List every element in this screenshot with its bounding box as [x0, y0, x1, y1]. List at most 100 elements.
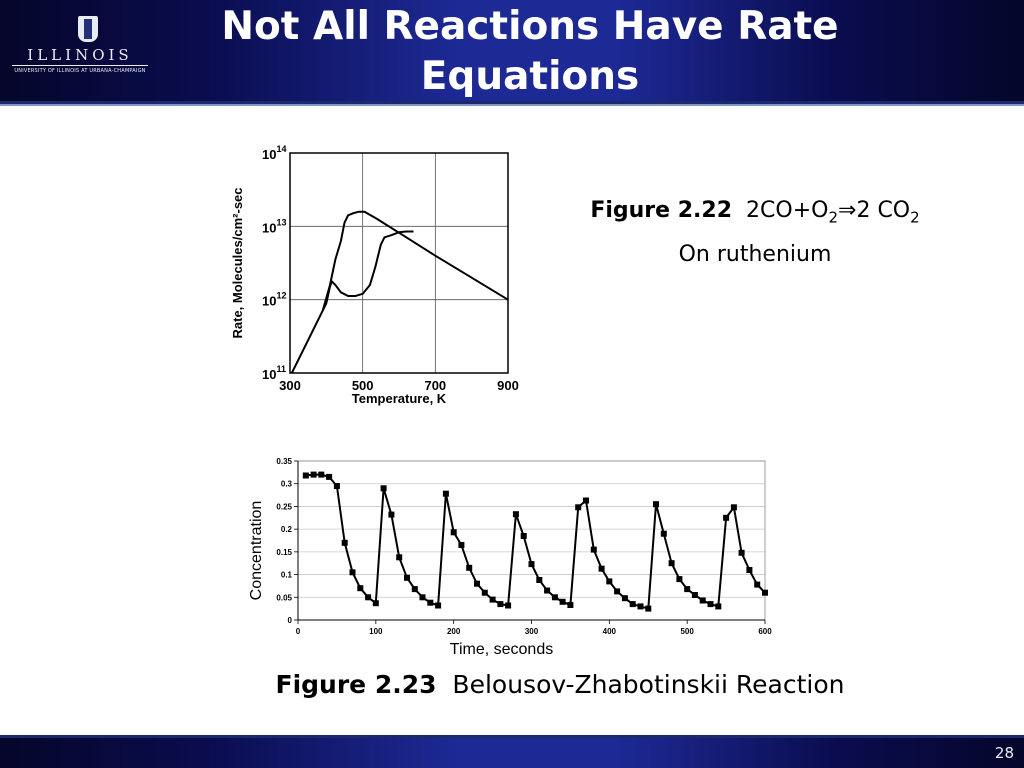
data-point-marker — [590, 546, 597, 553]
data-point-marker — [388, 511, 395, 518]
university-logo: ILLINOIS UNIVERSITY OF ILLINOIS AT URBAN… — [10, 16, 150, 76]
figure-2-22-label: Figure 2.22 — [590, 198, 733, 223]
y-tick-label: 1013 — [262, 217, 286, 235]
data-point-marker — [583, 497, 589, 504]
data-point-marker — [699, 597, 706, 604]
data-point-marker — [474, 580, 480, 587]
data-point-marker — [746, 567, 753, 573]
y-tick-label: 0.2 — [281, 525, 293, 534]
y-tick-label: 0.15 — [276, 548, 292, 557]
y-tick-label: 0.05 — [276, 593, 292, 602]
data-point-marker — [310, 471, 317, 478]
y-tick-exponent: 14 — [276, 145, 286, 154]
x-tick-label: 300 — [279, 378, 301, 393]
y-tick-base: 10 — [262, 147, 276, 162]
figure-2-22-caption: Figure 2.22 2CO+O2⇒2 CO2 On ruthenium — [540, 192, 970, 274]
series-line-2 — [321, 230, 414, 312]
data-point-marker — [505, 602, 512, 609]
x-tick-label: 600 — [758, 627, 772, 636]
data-point-marker — [520, 533, 527, 539]
data-point-marker — [512, 511, 519, 518]
y-tick-exponent: 12 — [276, 291, 286, 301]
data-point-marker — [730, 504, 737, 511]
data-point-marker — [551, 594, 558, 601]
x-tick-label: 300 — [525, 627, 539, 636]
x-tick-label: 700 — [424, 378, 446, 393]
data-point-marker — [458, 542, 465, 548]
data-point-marker — [754, 581, 761, 588]
data-point-marker — [598, 565, 605, 572]
data-point-marker — [629, 601, 636, 608]
data-point-marker — [427, 599, 434, 606]
data-point-marker — [318, 471, 325, 478]
x-axis-label: Temperature, K — [352, 391, 447, 406]
data-point-marker — [559, 598, 566, 605]
data-point-marker — [435, 602, 442, 609]
y-tick-label: 0.35 — [276, 457, 292, 466]
y-tick-exponent: 13 — [276, 217, 286, 227]
data-point-marker — [372, 600, 379, 607]
header-rule — [0, 101, 1024, 104]
logo-subtitle: UNIVERSITY OF ILLINOIS AT URBANA-CHAMPAI… — [14, 68, 146, 74]
data-point-marker — [481, 589, 488, 596]
data-point-marker — [411, 586, 418, 593]
data-point-marker — [357, 585, 364, 592]
data-point-marker — [762, 589, 768, 596]
y-tick-base: 10 — [262, 367, 276, 382]
y-axis-label: Concentration — [248, 501, 265, 601]
figure-2-23-caption: Figure 2.23 Belousov-Zhabotinskii Reacti… — [200, 670, 920, 699]
data-point-marker — [326, 473, 333, 480]
concentration-line — [305, 473, 766, 610]
x-tick-label: 900 — [497, 378, 519, 393]
data-point-marker — [637, 603, 644, 610]
figure-2-23-label: Figure 2.23 — [275, 670, 437, 699]
y-tick-label: 1012 — [262, 291, 286, 309]
data-point-marker — [653, 501, 659, 508]
slide-title-line-1: Not All Reactions Have Rate — [221, 4, 839, 49]
x-tick-label: 0 — [296, 627, 301, 636]
data-point-marker — [738, 549, 745, 556]
y-tick-label: 1014 — [262, 145, 286, 162]
data-point-marker — [621, 595, 628, 602]
series-line-1 — [290, 210, 509, 374]
data-point-marker — [645, 605, 652, 612]
y-tick-label: 0.3 — [281, 480, 293, 489]
y-tick-label: 0.1 — [281, 571, 293, 580]
x-tick-label: 200 — [447, 627, 461, 636]
data-point-marker — [668, 560, 675, 567]
data-point-marker — [396, 554, 403, 561]
data-point-marker — [544, 587, 551, 594]
data-point-marker — [404, 574, 410, 581]
figure-2-22-caption-line-1: Figure 2.22 2CO+O2⇒2 CO2 — [540, 192, 970, 236]
data-point-marker — [660, 530, 667, 537]
logo-divider — [12, 65, 148, 66]
data-point-marker — [691, 592, 698, 598]
slide-footer — [0, 738, 1024, 768]
data-point-marker — [466, 564, 473, 571]
slide-title: Not All Reactions Have Rate Equations — [200, 2, 860, 102]
logo-wordmark: ILLINOIS — [27, 46, 133, 64]
equation-part-a: 2CO+O — [746, 198, 829, 223]
data-point-marker — [606, 578, 613, 585]
slide-header — [0, 0, 1024, 101]
figure-2-22-chart: 300 500 700 9001011101210131014Temperature,… — [230, 145, 519, 406]
data-point-marker — [528, 561, 535, 568]
y-tick-label: 0 — [288, 616, 293, 625]
x-tick-label: 100 — [369, 627, 383, 636]
x-axis-label: Time, seconds — [450, 641, 553, 658]
y-tick-exponent: 11 — [276, 364, 286, 374]
data-point-marker — [536, 577, 543, 583]
header-rule-light — [0, 104, 1024, 106]
data-point-marker — [419, 594, 426, 601]
equation-arrow: ⇒ — [838, 198, 857, 223]
x-tick-label: 500 — [680, 627, 694, 636]
y-tick-label: 1011 — [262, 364, 286, 382]
figure-2-22-caption-line-2: On ruthenium — [678, 242, 832, 268]
data-point-marker — [614, 588, 621, 595]
y-tick-label: 0.25 — [276, 502, 292, 511]
data-point-marker — [333, 483, 340, 489]
x-tick-label: 400 — [603, 627, 617, 636]
figure-2-23-chart: 0 0.05 0.1 0.15 0.2 0.25 0.3 0.35 0 100 200 300 400 5… — [248, 457, 772, 658]
plot-frame — [289, 152, 509, 374]
slide-title-line-2: Equations — [420, 54, 640, 99]
